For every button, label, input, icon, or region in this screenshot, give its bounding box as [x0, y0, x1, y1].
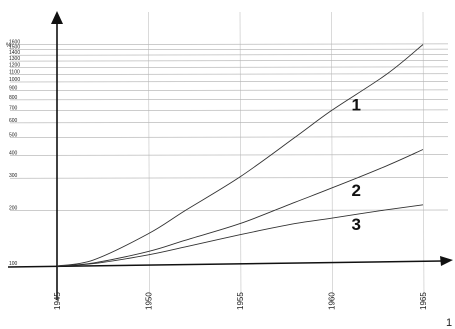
- series-label-2: 2: [352, 181, 361, 200]
- x-gridline: [239, 11, 242, 301]
- y-tick-label: 300: [9, 173, 18, 179]
- x-axis: [7, 260, 443, 268]
- x-gridline: [148, 11, 150, 301]
- x-tick-label: 1960: [328, 292, 337, 310]
- x-tick-label: 1945: [53, 292, 62, 310]
- series-label-1: 1: [352, 96, 361, 115]
- x-axis-arrow: [440, 256, 453, 266]
- y-tick-label: 1500: [9, 45, 20, 51]
- y-tick-label: 600: [9, 118, 18, 124]
- labels: 1002003004005006007008009001000110012001…: [9, 40, 428, 311]
- y-gridline: [9, 43, 449, 45]
- series-line-2: [56, 149, 424, 267]
- y-tick-label: 1400: [9, 50, 20, 56]
- y-tick-label: 400: [9, 150, 18, 156]
- y-tick-label: 900: [9, 86, 18, 92]
- y-tick-label: 200: [9, 206, 18, 212]
- y-axis-arrow: [51, 11, 63, 24]
- grid: [9, 11, 449, 301]
- y-gridline: [9, 136, 449, 138]
- axes: [7, 11, 453, 300]
- y-gridline: [9, 99, 449, 101]
- y-gridline: [9, 209, 449, 211]
- x-tick-label: 1950: [145, 292, 154, 310]
- y-gridline: [9, 109, 449, 111]
- y-tick-label: 500: [9, 132, 18, 138]
- y-tick-label: 700: [9, 106, 18, 112]
- y-gridline: [9, 48, 449, 50]
- y-gridline: [9, 81, 449, 83]
- x-tick-label: 1955: [236, 292, 245, 310]
- x-tick-label: 1965: [419, 292, 428, 310]
- y-tick-label: 1100: [9, 69, 20, 75]
- y-tick-label: 1000: [9, 77, 20, 83]
- page-number: 1: [446, 317, 452, 329]
- y-gridline: [9, 66, 449, 68]
- x-gridline: [331, 11, 333, 301]
- y-tick-label: 1600: [9, 40, 20, 46]
- y-gridline: [9, 73, 449, 75]
- series: [56, 44, 424, 267]
- y-unit-label: %: [6, 43, 12, 49]
- y-tick-label: 1300: [9, 56, 20, 62]
- y-tick-label: 100: [9, 261, 18, 267]
- y-gridline: [9, 177, 449, 179]
- y-gridline: [9, 122, 449, 124]
- y-gridline: [9, 154, 449, 156]
- series-label-3: 3: [352, 215, 361, 234]
- y-gridline: [9, 89, 449, 91]
- series-line-3: [56, 204, 424, 267]
- y-tick-label: 800: [9, 95, 18, 101]
- x-gridline: [422, 11, 425, 301]
- y-gridline: [9, 60, 449, 62]
- series-line-1: [56, 44, 424, 267]
- y-tick-label: 1200: [9, 63, 20, 69]
- y-gridline: [9, 54, 449, 56]
